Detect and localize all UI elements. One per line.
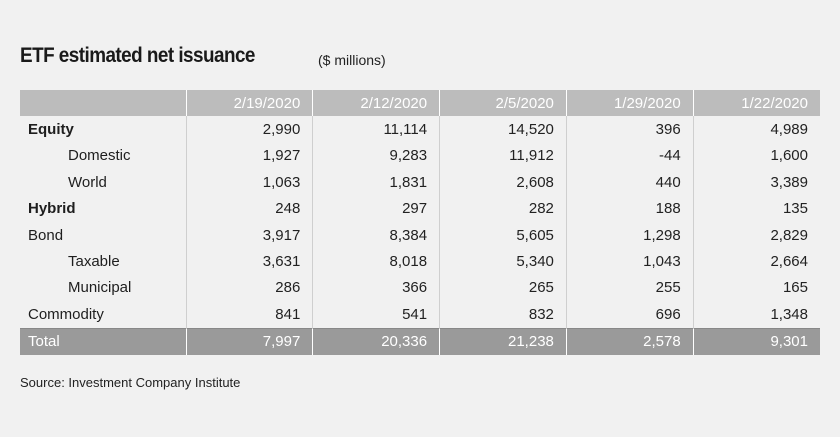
- table-cell: 265: [439, 274, 567, 302]
- table-cell: 11,114: [312, 116, 440, 143]
- page-title: ETF estimated net issuance: [20, 44, 255, 67]
- table-cell: 297: [312, 195, 440, 222]
- issuance-table: 2/19/2020 2/12/2020 2/5/2020 1/29/2020 1…: [20, 90, 820, 355]
- table-cell: 2,829: [692, 221, 820, 249]
- table-cell: 1,348: [692, 301, 820, 329]
- row-label: Commodity: [28, 305, 104, 323]
- table-cell: 282: [439, 195, 567, 222]
- row-label: Taxable: [68, 253, 120, 271]
- table-cell: 165: [692, 274, 820, 302]
- row-label: Equity: [28, 121, 74, 139]
- table-cell: 2,578: [565, 327, 694, 355]
- table-cell: 396: [565, 116, 694, 143]
- total-row: Total 7,997 20,336 21,238 2,578 9,301: [20, 327, 820, 355]
- table-cell: 1,831: [312, 169, 440, 196]
- table-cell: 8,018: [312, 248, 440, 275]
- table-cell: 696: [565, 301, 694, 329]
- table-cell: 3,389: [692, 169, 820, 196]
- table-cell: 2,664: [692, 248, 820, 275]
- row-label: Municipal: [68, 279, 132, 297]
- table-cell: 9,301: [692, 327, 820, 355]
- table-cell: 5,340: [439, 248, 567, 275]
- table-cell: 4,989: [692, 116, 820, 143]
- row-label: Total: [20, 327, 186, 355]
- table-row: Hybrid 248 297 282 188 135: [20, 195, 820, 222]
- table-cell: 20,336: [312, 327, 440, 355]
- row-label: World: [68, 173, 107, 191]
- table-cell: 832: [439, 301, 567, 329]
- table-row: Bond 3,917 8,384 5,605 1,298 2,829: [20, 221, 820, 249]
- row-label: Bond: [28, 226, 64, 244]
- table-cell: 7,997: [185, 327, 313, 355]
- table-cell: 11,912: [439, 142, 567, 170]
- table-cell: 1,043: [565, 248, 694, 275]
- row-label: Domestic: [68, 147, 131, 165]
- table-cell: 3,917: [185, 221, 313, 249]
- table-cell: 1,927: [185, 142, 313, 170]
- row-label: Hybrid: [28, 200, 76, 218]
- table-cell: 1,063: [185, 169, 313, 196]
- table-cell: 188: [565, 195, 694, 222]
- column-header: 2/19/2020: [185, 90, 313, 117]
- table-cell: -44: [565, 142, 694, 170]
- table-row: Taxable 3,631 8,018 5,340 1,043 2,664: [20, 248, 820, 275]
- table-cell: 3,631: [185, 248, 313, 275]
- table-cell: 541: [312, 301, 440, 329]
- table-cell: 255: [565, 274, 694, 302]
- table-row: Commodity 841 541 832 696 1,348: [20, 301, 820, 329]
- table-cell: 2,608: [439, 169, 567, 196]
- header-row: 2/19/2020 2/12/2020 2/5/2020 1/29/2020 1…: [20, 90, 820, 117]
- column-header: 2/12/2020: [312, 90, 440, 117]
- table-cell: 9,283: [312, 142, 440, 170]
- table-cell: 1,298: [565, 221, 694, 249]
- table-cell: 1,600: [692, 142, 820, 170]
- source-note: Source: Investment Company Institute: [20, 375, 241, 390]
- table-cell: 14,520: [439, 116, 567, 143]
- table-cell: 286: [185, 274, 313, 302]
- table-cell: 8,384: [312, 221, 440, 249]
- table-cell: 2,990: [185, 116, 313, 143]
- table-cell: 440: [565, 169, 694, 196]
- table-cell: 366: [312, 274, 440, 302]
- units-subtitle: ($ millions): [318, 52, 386, 68]
- table-cell: 5,605: [439, 221, 567, 249]
- table-cell: 248: [185, 195, 313, 222]
- table-cell: 841: [185, 301, 313, 329]
- column-header: 1/22/2020: [692, 90, 820, 117]
- table-row: Domestic 1,927 9,283 11,912 -44 1,600: [20, 142, 820, 170]
- table-row: Equity 2,990 11,114 14,520 396 4,989: [20, 116, 820, 143]
- table-cell: 135: [692, 195, 820, 222]
- table-cell: 21,238: [439, 327, 567, 355]
- header-corner: [20, 90, 186, 117]
- table-row: World 1,063 1,831 2,608 440 3,389: [20, 169, 820, 196]
- table-row: Municipal 286 366 265 255 165: [20, 274, 820, 302]
- column-header: 2/5/2020: [439, 90, 567, 117]
- column-header: 1/29/2020: [565, 90, 694, 117]
